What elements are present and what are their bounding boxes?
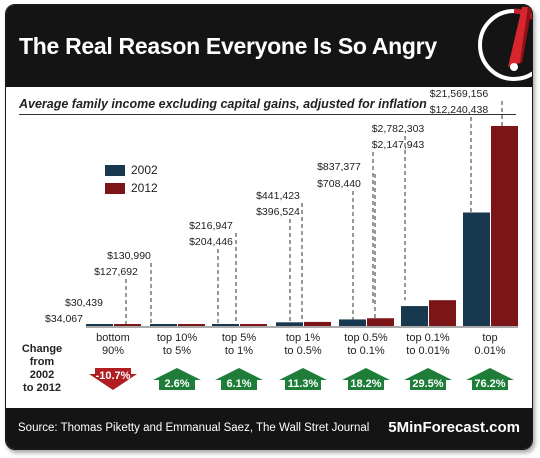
data-label-2002: $127,692 bbox=[94, 266, 138, 278]
change-arrow-up bbox=[404, 368, 452, 390]
change-arrow-up bbox=[466, 368, 514, 390]
data-label-2012: $216,947 bbox=[189, 220, 233, 232]
bar-2012 bbox=[178, 324, 205, 326]
change-value: 6.1% bbox=[226, 378, 251, 390]
data-label-2002: $708,440 bbox=[317, 178, 361, 190]
category-label: to 0.01% bbox=[406, 345, 450, 357]
bar-2012 bbox=[114, 324, 141, 326]
speedometer-icon bbox=[478, 7, 532, 81]
change-value: 76.2% bbox=[474, 378, 505, 390]
category-label: top 0.1% bbox=[406, 332, 450, 344]
change-value: 29.5% bbox=[412, 378, 443, 390]
bar-2012 bbox=[304, 321, 331, 326]
bar-2012 bbox=[367, 318, 394, 326]
bar-2002 bbox=[276, 322, 303, 326]
legend-label-2012: 2012 bbox=[131, 181, 158, 195]
category-label: top 5% bbox=[222, 332, 256, 344]
bar-2002 bbox=[339, 319, 366, 326]
change-arrow-up bbox=[153, 368, 201, 390]
data-label-2012: $837,377 bbox=[317, 161, 361, 173]
category-label: 90% bbox=[102, 345, 124, 357]
category-label: to 0.1% bbox=[347, 345, 385, 357]
data-label-2012: $441,423 bbox=[256, 190, 300, 202]
change-arrow-up bbox=[342, 368, 390, 390]
legend-swatch-2012 bbox=[105, 183, 125, 194]
category-label: top bbox=[482, 332, 497, 344]
legend-swatch-2002 bbox=[105, 165, 125, 176]
change-heading: to 2012 bbox=[23, 382, 61, 394]
data-label-2012: $21,569,156 bbox=[430, 88, 489, 100]
category-label: top 10% bbox=[157, 332, 198, 344]
legend-label-2002: 2002 bbox=[131, 163, 158, 177]
source-text: Source: Thomas Piketty and Emmanual Saez… bbox=[18, 422, 370, 434]
bar-2002 bbox=[463, 212, 490, 326]
bar-2002 bbox=[86, 324, 113, 326]
data-label-2012: $30,439 bbox=[65, 297, 103, 309]
chart-title: Average family income excluding capital … bbox=[19, 97, 427, 111]
category-label: top 1% bbox=[286, 332, 320, 344]
change-arrow-up bbox=[279, 368, 327, 390]
data-label-2002: $12,240,438 bbox=[430, 104, 489, 116]
change-value: 11.3% bbox=[288, 378, 319, 390]
change-heading: 2002 bbox=[30, 369, 54, 381]
data-label-2002: $34,067 bbox=[45, 313, 83, 325]
bar-2002 bbox=[150, 324, 177, 326]
category-label: 0.01% bbox=[474, 345, 505, 357]
brand-logo-text: 5MinForecast.com bbox=[388, 419, 520, 436]
category-label: to 1% bbox=[225, 345, 253, 357]
category-label: top 0.5% bbox=[344, 332, 388, 344]
data-label-2002: $204,446 bbox=[189, 236, 233, 248]
change-heading: Change bbox=[22, 343, 62, 355]
bar-2002 bbox=[401, 306, 428, 326]
category-label: to 0.5% bbox=[284, 345, 322, 357]
bar-2012 bbox=[240, 323, 267, 326]
data-label-2002: $2,147,943 bbox=[372, 139, 425, 151]
title-divider bbox=[19, 114, 516, 115]
change-heading: from bbox=[30, 356, 55, 368]
category-label: bottom bbox=[96, 332, 130, 344]
bar-2012 bbox=[429, 300, 456, 326]
change-value: 2.6% bbox=[164, 378, 189, 390]
change-value: -10.7% bbox=[96, 370, 131, 382]
change-value: 18.2% bbox=[350, 378, 381, 390]
data-label-2012: $130,990 bbox=[107, 250, 151, 262]
change-arrow-down bbox=[89, 368, 137, 390]
category-label: to 5% bbox=[163, 345, 191, 357]
change-arrow-up bbox=[215, 368, 263, 390]
footer-bar: Source: Thomas Piketty and Emmanual Saez… bbox=[6, 408, 532, 449]
header-bar: The Real Reason Everyone Is So Angry bbox=[6, 5, 532, 87]
data-label-2012: $2,782,303 bbox=[372, 123, 425, 135]
page-title: The Real Reason Everyone Is So Angry bbox=[19, 33, 437, 59]
bar-2002 bbox=[212, 324, 239, 326]
data-label-2002: $396,524 bbox=[256, 206, 300, 218]
infographic-card: The Real Reason Everyone Is So Angry Ave… bbox=[5, 4, 533, 450]
bar-2012 bbox=[491, 126, 518, 326]
